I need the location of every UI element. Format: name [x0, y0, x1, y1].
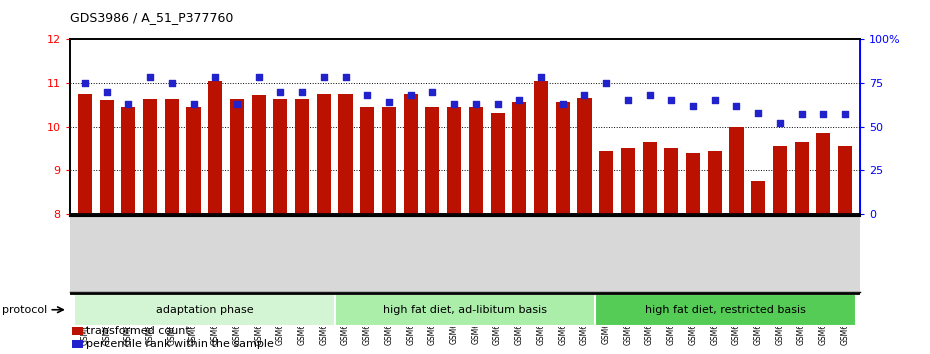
Bar	[295, 99, 309, 214]
Bar	[74, 294, 335, 326]
Point	[664, 97, 679, 103]
Bar	[447, 107, 461, 214]
Point	[729, 103, 744, 108]
Bar	[208, 81, 222, 214]
Bar	[817, 133, 830, 214]
Bar	[708, 151, 722, 214]
Bar	[187, 107, 201, 214]
Point	[121, 101, 136, 107]
Bar	[664, 148, 678, 214]
Point	[142, 75, 157, 80]
Bar	[794, 142, 809, 214]
Point	[512, 97, 526, 103]
Bar	[469, 107, 483, 214]
Point	[381, 99, 396, 105]
Bar	[121, 107, 136, 214]
Bar	[578, 98, 591, 214]
Point	[273, 89, 288, 95]
Text: GDS3986 / A_51_P377760: GDS3986 / A_51_P377760	[70, 11, 233, 24]
Text: protocol: protocol	[2, 305, 47, 315]
Point	[838, 112, 853, 117]
Bar	[339, 94, 352, 214]
Bar	[78, 94, 92, 214]
Point	[685, 103, 700, 108]
Point	[404, 92, 418, 98]
Point	[751, 110, 765, 115]
Bar	[317, 94, 331, 214]
Bar	[404, 94, 418, 214]
Bar	[621, 148, 635, 214]
Text: high fat diet, ad-libitum basis: high fat diet, ad-libitum basis	[383, 305, 547, 315]
Point	[773, 120, 788, 126]
Bar	[273, 99, 287, 214]
Bar	[425, 107, 440, 214]
Point	[708, 97, 723, 103]
Point	[620, 97, 635, 103]
Point	[490, 101, 505, 107]
Bar	[729, 127, 743, 214]
Point	[642, 92, 657, 98]
Bar	[773, 146, 787, 214]
Bar	[100, 100, 113, 214]
Bar	[595, 294, 856, 326]
Point	[794, 112, 809, 117]
Point	[816, 112, 830, 117]
Point	[77, 80, 92, 86]
Point	[230, 101, 245, 107]
Bar	[360, 107, 375, 214]
Point	[186, 101, 201, 107]
Text: adaptation phase: adaptation phase	[155, 305, 253, 315]
Point	[339, 75, 353, 80]
Point	[446, 101, 461, 107]
Bar	[512, 102, 526, 214]
Bar	[335, 294, 595, 326]
Bar	[751, 181, 765, 214]
Bar	[230, 99, 244, 214]
Bar	[382, 107, 396, 214]
Bar	[252, 95, 266, 214]
Bar	[165, 99, 179, 214]
Bar	[838, 146, 852, 214]
Point	[577, 92, 591, 98]
Point	[207, 75, 222, 80]
Bar	[643, 142, 657, 214]
Point	[316, 75, 331, 80]
Point	[165, 80, 179, 86]
Bar	[143, 99, 157, 214]
Point	[534, 75, 549, 80]
Bar	[534, 81, 548, 214]
Text: transformed count: transformed count	[86, 326, 191, 336]
Point	[100, 89, 114, 95]
Text: percentile rank within the sample: percentile rank within the sample	[86, 339, 274, 349]
Bar	[599, 151, 613, 214]
Bar	[555, 102, 570, 214]
Point	[360, 92, 375, 98]
Point	[469, 101, 484, 107]
Point	[425, 89, 440, 95]
Bar	[686, 153, 700, 214]
Text: high fat diet, restricted basis: high fat diet, restricted basis	[645, 305, 806, 315]
Point	[555, 101, 570, 107]
Point	[599, 80, 614, 86]
Point	[251, 75, 266, 80]
Bar	[490, 113, 505, 214]
Point	[295, 89, 310, 95]
